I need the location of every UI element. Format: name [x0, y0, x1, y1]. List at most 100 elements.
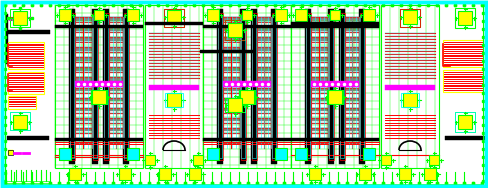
Bar	[239, 90, 255, 104]
Bar	[257, 77, 271, 81]
Bar	[218, 13, 223, 160]
Bar	[257, 98, 271, 101]
Bar	[329, 15, 333, 158]
Bar	[345, 27, 359, 31]
Bar	[359, 9, 365, 164]
Bar	[200, 50, 255, 53]
Bar	[455, 8, 475, 28]
Bar	[59, 9, 71, 21]
Bar	[225, 98, 245, 112]
Bar	[7, 136, 49, 139]
Bar	[443, 40, 483, 67]
Bar	[424, 168, 436, 180]
Bar	[207, 148, 219, 160]
Bar	[345, 98, 359, 101]
Bar	[275, 148, 287, 160]
Bar	[400, 9, 420, 27]
Bar	[271, 9, 277, 164]
Bar	[93, 15, 97, 158]
Bar	[69, 168, 81, 180]
Bar	[305, 13, 310, 160]
Bar	[455, 112, 475, 132]
Bar	[445, 136, 485, 139]
Bar	[223, 47, 240, 51]
Bar	[75, 27, 92, 31]
Bar	[257, 17, 271, 20]
Bar	[109, 17, 123, 20]
Bar	[223, 77, 240, 81]
Bar	[291, 25, 379, 28]
Bar	[223, 88, 240, 91]
Bar	[340, 13, 345, 160]
Bar	[145, 5, 203, 168]
Bar	[75, 77, 92, 81]
Bar	[109, 98, 123, 101]
Bar	[75, 88, 92, 91]
Bar	[345, 108, 359, 111]
Bar	[109, 57, 123, 61]
Bar	[251, 13, 257, 160]
Bar	[257, 57, 271, 61]
Bar	[119, 168, 131, 180]
Bar	[257, 67, 271, 71]
Bar	[345, 17, 359, 20]
Bar	[311, 67, 328, 71]
Bar	[306, 15, 310, 158]
Bar	[239, 90, 255, 104]
Bar	[207, 9, 219, 21]
Bar	[223, 37, 240, 41]
Bar	[228, 23, 242, 37]
Bar	[123, 9, 129, 164]
Bar	[75, 108, 92, 111]
Bar	[328, 9, 334, 164]
Bar	[311, 17, 328, 20]
Bar	[399, 168, 411, 180]
Bar	[257, 37, 271, 41]
Bar	[252, 15, 256, 158]
Bar	[109, 77, 123, 81]
Bar	[203, 138, 291, 141]
Bar	[311, 98, 328, 101]
Bar	[8, 42, 44, 69]
Bar	[69, 9, 75, 164]
Bar	[75, 17, 92, 20]
Bar	[103, 13, 108, 160]
Bar	[8, 96, 36, 109]
Bar	[345, 57, 359, 61]
Bar	[8, 30, 50, 33]
Bar	[225, 98, 245, 112]
Bar	[75, 37, 92, 41]
Bar	[328, 13, 333, 160]
Bar	[6, 14, 8, 64]
Bar	[124, 15, 128, 158]
Bar	[345, 128, 359, 131]
Bar	[92, 9, 98, 164]
Bar	[164, 9, 184, 27]
Bar	[327, 90, 343, 104]
Bar	[241, 13, 245, 160]
Bar	[360, 13, 365, 160]
Bar	[223, 67, 240, 71]
Bar	[10, 112, 30, 130]
Bar	[13, 115, 27, 129]
Bar	[109, 67, 123, 71]
Bar	[55, 25, 143, 28]
Bar	[109, 88, 123, 91]
Bar	[455, 112, 475, 132]
Bar	[223, 138, 240, 141]
Bar	[203, 5, 291, 168]
Bar	[311, 27, 328, 31]
Bar	[223, 27, 240, 31]
Bar	[55, 138, 143, 141]
Bar	[109, 118, 123, 121]
Bar	[145, 22, 203, 25]
Bar	[159, 168, 171, 180]
Bar	[311, 81, 359, 87]
Bar	[109, 37, 123, 41]
Bar	[109, 47, 123, 51]
Bar	[295, 9, 307, 21]
Bar	[340, 15, 344, 158]
Bar	[103, 9, 109, 164]
Bar	[257, 138, 271, 141]
Bar	[257, 88, 271, 91]
